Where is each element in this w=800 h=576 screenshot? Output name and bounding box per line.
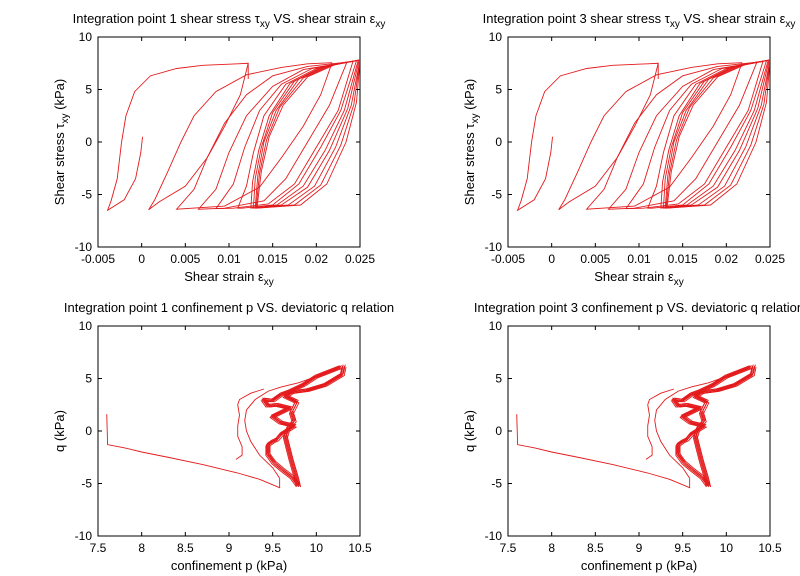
x-tick-label: 0 [548,252,555,266]
y-tick-label: 5 [495,83,502,97]
x-tick-label: 8 [548,541,555,555]
series-line [148,62,333,211]
y-tick-label: 10 [489,319,503,333]
plot-pq1: 7.5 8 8.5 9 9.5 10 10.5 -10 -5 0 5 10 Integration po… [52,300,394,573]
x-axis-label: confinement p (kPa) [171,558,287,573]
x-tick-label: -0.005 [81,252,115,266]
x-tick-label: 0.02 [715,252,739,266]
series-line [197,60,354,210]
y-tick-label: -5 [81,477,92,491]
x-tick-label: 0.02 [305,252,329,266]
x-tick-label: 0.015 [258,252,288,266]
x-tick-label: -0.005 [491,252,525,266]
plot-area [106,59,360,212]
plot-area [516,59,770,212]
y-axis-label: Shear stress τxy​ (kPa) [462,79,481,205]
x-tick-label: 8.5 [177,541,194,555]
plot-p3: -0.005 0 0.005 0.01 0.015 0.02 0.025 -10 -5 0 5 10I… [462,11,795,288]
series-line [647,59,769,209]
y-tick-label: -5 [491,188,502,202]
x-tick-label: 0.005 [580,252,610,266]
chart-title: Integration point 3 confinement p VS. de… [474,300,800,315]
series-line [516,414,691,489]
y-axis-label: Shear stress τxy​ (kPa) [52,79,71,205]
y-tick-label: -5 [491,477,502,491]
y-tick-label: -10 [485,240,503,254]
series-line [666,59,770,209]
y-axis-label: q (kPa) [52,410,67,452]
x-tick-label: 0.015 [668,252,698,266]
chart-title: Integration point 1 confinement p VS. de… [64,300,394,315]
x-axis-label: confinement p (kPa) [581,558,697,573]
series-line [607,60,764,210]
y-tick-label: 10 [79,319,93,333]
plot-p1: -0.005 0 0.005 0.01 0.015 0.02 0.025 -10 -5 0 5 10I… [52,11,385,288]
y-tick-label: 5 [85,372,92,386]
plot-area [106,364,347,489]
series-line [664,59,770,209]
x-tick-label: 9.5 [674,541,691,555]
y-tick-label: 5 [495,372,502,386]
cycle-line [674,367,757,488]
series-line [625,60,767,210]
x-tick-label: 0.005 [170,252,200,266]
series-line [175,61,347,210]
series-line [665,59,770,209]
series-line [645,388,675,460]
x-tick-label: 0 [138,252,145,266]
plot-area [516,364,757,489]
series-line [235,388,265,460]
series-line [254,59,360,209]
y-tick-label: 0 [495,424,502,438]
x-tick-label: 9 [226,541,233,555]
x-tick-label: 8.5 [587,541,604,555]
y-tick-label: -10 [485,529,503,543]
x-tick-label: 10 [310,541,324,555]
series-line [516,62,659,212]
y-tick-label: -10 [75,529,93,543]
y-axis-label: q (kPa) [462,410,477,452]
series-line [215,60,357,210]
series-line [255,59,360,209]
y-tick-label: 0 [85,135,92,149]
x-tick-label: 10.5 [758,541,782,555]
series-line [256,59,360,209]
x-tick-label: 0.025 [755,252,785,266]
y-tick-label: 10 [489,30,503,44]
series-line [237,59,359,209]
x-tick-label: 0.025 [345,252,375,266]
x-tick-label: 7.5 [500,541,517,555]
y-tick-label: 10 [79,30,93,44]
x-tick-label: 0.01 [627,252,651,266]
plot-pq3: 7.5 8 8.5 9 9.5 10 10.5 -10 -5 0 5 10 Integration po… [462,300,800,573]
x-axis-label: Shear strain εxy​ [594,269,684,288]
chart-title: Integration point 3 shear stress τxy​ VS… [483,11,796,30]
x-tick-label: 8 [138,541,145,555]
cycle-line [264,367,347,488]
y-tick-label: 0 [85,424,92,438]
series-line [558,62,743,211]
x-axis-label: Shear strain εxy​ [184,269,274,288]
plot-frame [507,325,771,537]
y-tick-label: -5 [81,188,92,202]
y-tick-label: 0 [495,135,502,149]
y-tick-label: -10 [75,240,93,254]
y-tick-label: 5 [85,83,92,97]
series-line [585,61,757,210]
x-tick-label: 7.5 [90,541,107,555]
x-tick-label: 9 [636,541,643,555]
x-tick-label: 9.5 [264,541,281,555]
series-line [106,414,281,489]
plot-frame [97,325,361,537]
series-line [106,62,249,212]
x-tick-label: 10.5 [348,541,372,555]
chart-title: Integration point 1 shear stress τxy​ VS… [73,11,386,30]
x-tick-label: 10 [720,541,734,555]
x-tick-label: 0.01 [217,252,241,266]
